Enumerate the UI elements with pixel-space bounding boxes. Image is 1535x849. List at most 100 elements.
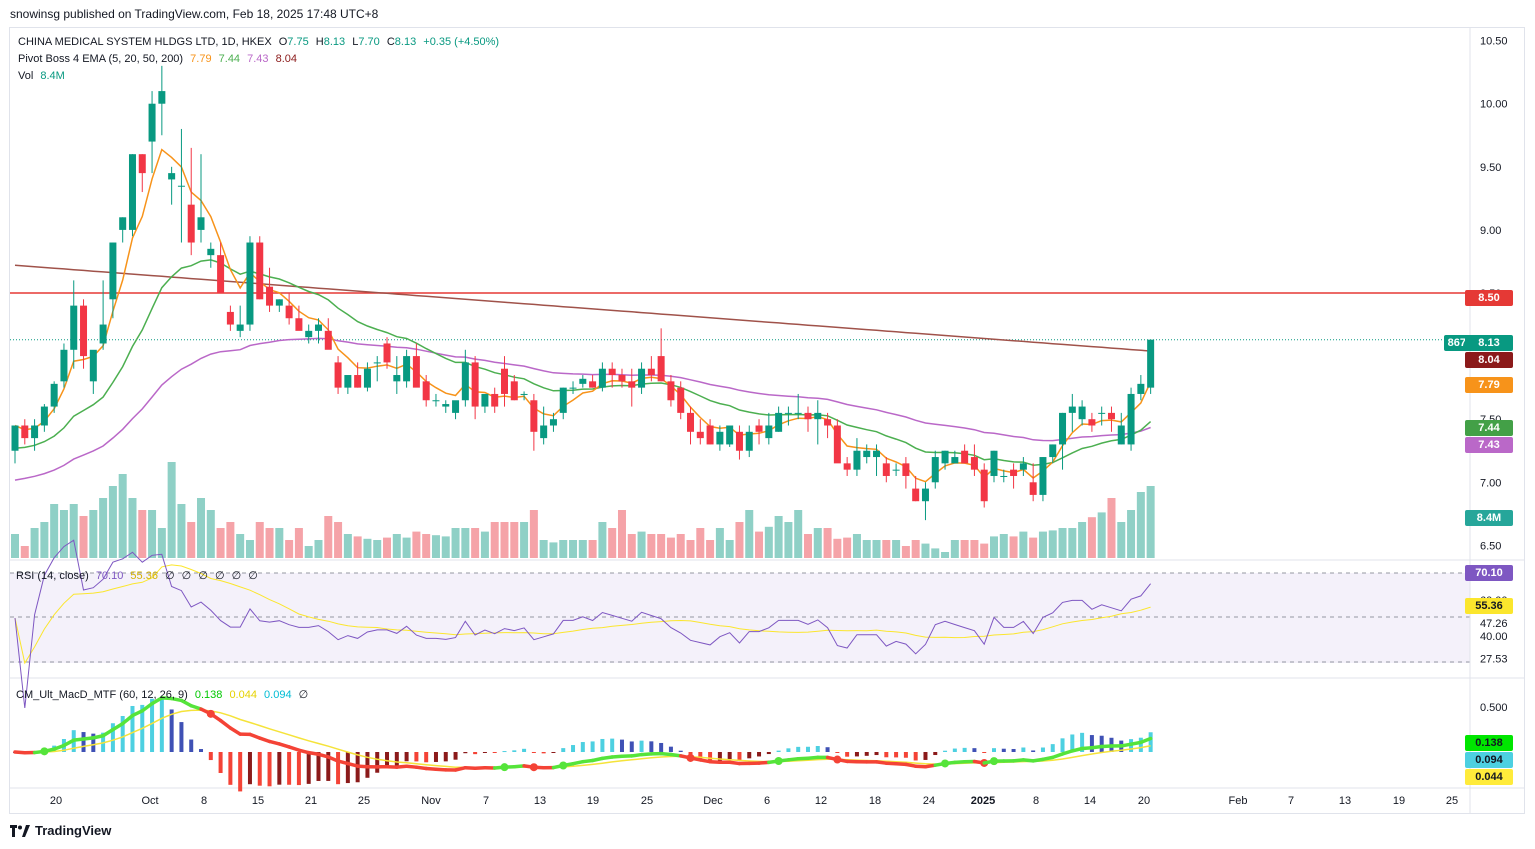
- rsi-value: 70.10: [95, 570, 124, 582]
- volume-bar: [461, 528, 470, 558]
- candle-body: [990, 450, 998, 476]
- candle-body: [735, 431, 743, 451]
- rsi-empty-3: ∅: [198, 570, 208, 582]
- volume-legend[interactable]: Vol 8.4M: [18, 70, 69, 82]
- x-axis-label-7: 7: [483, 795, 489, 807]
- volume-bar: [657, 534, 666, 558]
- candle-body: [177, 185, 185, 187]
- macd-hist-bar: [159, 696, 164, 752]
- volume-bar: [167, 462, 176, 558]
- candle-body: [373, 362, 381, 364]
- volume-bar: [608, 528, 617, 558]
- macd-tag: 0.138: [1465, 735, 1513, 751]
- macd-tick-0: 0.500: [1480, 702, 1508, 714]
- macd-hist-bar: [659, 742, 664, 752]
- candle-body: [941, 450, 949, 464]
- macd-hist-bar: [179, 722, 184, 752]
- volume-bar: [745, 510, 754, 558]
- volume-bar: [197, 498, 206, 558]
- macd-hist-bar: [913, 752, 918, 761]
- candle-body: [1029, 482, 1037, 495]
- volume-bar: [921, 543, 930, 558]
- volume-bar: [588, 540, 597, 558]
- macd-hist-bar: [766, 752, 771, 755]
- volume-bar: [255, 522, 264, 558]
- macd-hist-bar: [825, 747, 830, 752]
- volume-bar: [627, 534, 636, 558]
- macd-hist-bar: [600, 738, 605, 752]
- volume-bar: [157, 528, 166, 558]
- macd-hist-bar: [580, 742, 585, 752]
- macd-line-seg: [130, 709, 145, 718]
- volume-bar: [559, 540, 568, 558]
- macd-hist-bar: [473, 752, 478, 755]
- candle-body: [207, 248, 215, 256]
- macd-hist-bar: [120, 716, 125, 752]
- macd-hist-bar: [757, 752, 762, 757]
- volume-bar: [843, 537, 852, 558]
- volume-bar: [353, 536, 362, 558]
- candle-body: [99, 324, 107, 344]
- candle-body: [412, 356, 420, 388]
- candle-body: [60, 349, 68, 382]
- candle-body: [579, 378, 587, 384]
- chart-frame: [9, 27, 1525, 814]
- candle-body: [687, 412, 695, 432]
- candle-body: [1068, 406, 1076, 413]
- candle-body: [794, 412, 802, 414]
- macd-hist-value: 0.094: [264, 689, 292, 701]
- candle-body: [510, 381, 518, 401]
- candle-body: [1137, 383, 1145, 394]
- macd-hist-bar: [796, 746, 801, 752]
- macd-hist-bar: [649, 741, 654, 752]
- rsi-legend[interactable]: RSI (14, close) 70.10 55.36 ∅ ∅ ∅ ∅ ∅ ∅: [16, 569, 262, 582]
- symbol-title: CHINA MEDICAL SYSTEM HLDGS LTD, 1D, HKEX: [18, 36, 272, 48]
- candle-body: [314, 324, 322, 331]
- macd-hist-bar: [571, 745, 576, 752]
- volume-bar: [666, 537, 675, 558]
- symbol-legend[interactable]: CHINA MEDICAL SYSTEM HLDGS LTD, 1D, HKEX…: [18, 36, 507, 48]
- tradingview-icon: [10, 824, 30, 837]
- candle-body: [295, 318, 303, 331]
- volume-bar: [69, 504, 78, 558]
- volume-bar: [598, 522, 607, 558]
- volume-bar: [128, 498, 137, 558]
- candle-body: [863, 450, 871, 458]
- macd-hist-bar: [551, 752, 556, 753]
- ema-legend[interactable]: Pivot Boss 4 EMA (5, 20, 50, 200) 7.79 7…: [18, 53, 301, 65]
- candle-body: [217, 255, 225, 293]
- candle-body: [187, 204, 195, 243]
- volume-bar: [422, 534, 431, 558]
- macd-hist-bar: [424, 752, 429, 763]
- volume-bar: [931, 548, 940, 558]
- volume-bar: [901, 546, 910, 558]
- macd-hist-bar: [1138, 737, 1143, 752]
- x-axis-label-2: 8: [201, 795, 207, 807]
- candle-body: [775, 412, 783, 432]
- x-axis-label-16: 2025: [971, 795, 995, 807]
- macd-hist-bar: [189, 739, 194, 752]
- price-tick-0: 10.50: [1480, 36, 1508, 48]
- volume-bar: [480, 531, 489, 558]
- macd-hist-bar: [717, 752, 722, 761]
- tradingview-logo[interactable]: TradingView: [10, 823, 111, 838]
- macd-hist-bar: [835, 752, 840, 753]
- candle-body: [1010, 469, 1018, 476]
- rsi-tick-1: 47.26: [1480, 618, 1508, 630]
- candle-body: [1078, 406, 1086, 420]
- candle-body: [598, 368, 606, 388]
- candle-body: [324, 330, 332, 350]
- volume-bar: [148, 510, 157, 558]
- low-label: L: [352, 36, 359, 48]
- macd-legend[interactable]: CM_Ult_MacD_MTF (60, 12, 26, 9) 0.138 0.…: [16, 688, 312, 701]
- candle-body: [589, 381, 597, 388]
- macd-line-seg: [218, 718, 233, 730]
- candle-body: [833, 425, 841, 464]
- macd-hist-bar: [943, 750, 948, 752]
- candle-body: [530, 400, 538, 432]
- macd-hist-bar: [1011, 748, 1016, 752]
- macd-hist-bar: [884, 752, 889, 758]
- high-value: 8.13: [323, 36, 346, 48]
- rsi-empty-4: ∅: [214, 570, 225, 582]
